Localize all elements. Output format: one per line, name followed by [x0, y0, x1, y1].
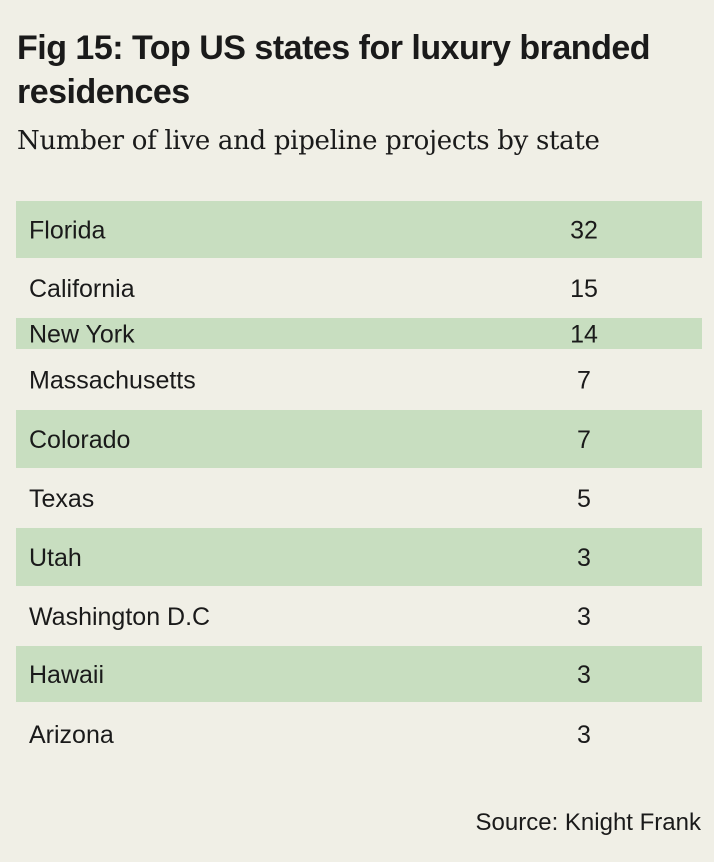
state-label: Florida	[29, 217, 106, 245]
project-count: 3	[577, 721, 591, 749]
table-row: Texas 5	[29, 485, 591, 513]
source-note: Source: Knight Frank	[475, 809, 701, 836]
row-band	[16, 528, 702, 586]
table-row: Arizona 3	[29, 721, 591, 749]
project-count: 7	[577, 426, 591, 454]
project-count: 5	[577, 485, 591, 513]
project-count: 3	[577, 603, 591, 631]
state-label: Washington D.C	[29, 603, 210, 631]
state-label: California	[29, 275, 135, 303]
table-row: New York 14	[16, 318, 702, 349]
table-row: Hawaii 3	[16, 646, 702, 702]
row-band	[16, 646, 702, 702]
chart-title: Fig 15: Top US states for luxury branded…	[17, 29, 651, 111]
state-label: Texas	[29, 485, 94, 513]
table-row: California 15	[29, 275, 598, 303]
table-row: Washington D.C 3	[29, 603, 591, 631]
state-label: Hawaii	[29, 661, 104, 689]
project-count: 7	[577, 367, 591, 395]
project-count: 15	[570, 275, 598, 303]
row-band	[16, 410, 702, 468]
chart-subtitle: Number of live and pipeline projects by …	[17, 126, 600, 156]
table-row: Massachusetts 7	[29, 367, 591, 395]
project-count: 3	[577, 544, 591, 572]
state-label: Arizona	[29, 721, 114, 749]
state-label: Colorado	[29, 426, 130, 454]
table-row: Utah 3	[16, 528, 702, 586]
table-row: Florida 32	[16, 201, 702, 258]
state-label: Utah	[29, 544, 82, 572]
table-row: Colorado 7	[16, 410, 702, 468]
row-band	[16, 201, 702, 258]
project-count: 3	[577, 661, 591, 689]
project-count: 32	[570, 217, 598, 245]
state-label: New York	[29, 321, 135, 349]
project-count: 14	[570, 321, 598, 349]
state-label: Massachusetts	[29, 367, 196, 395]
row-band	[16, 318, 702, 349]
